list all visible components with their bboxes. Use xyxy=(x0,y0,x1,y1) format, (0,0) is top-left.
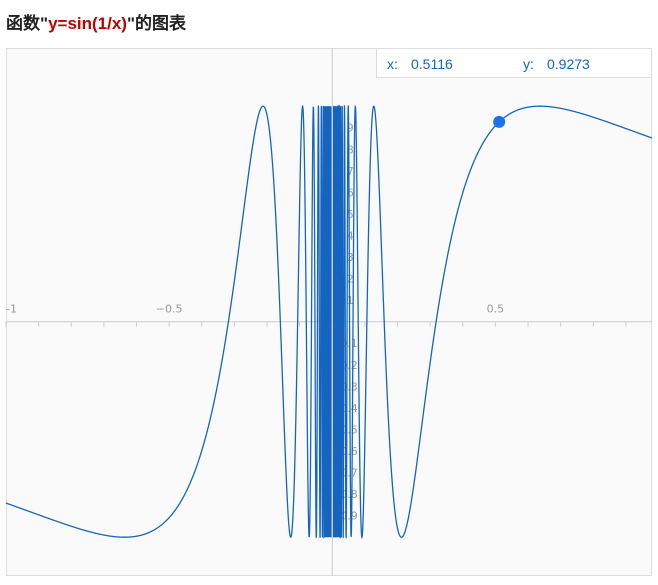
title-suffix: "的图表 xyxy=(126,14,187,33)
y-label: y: xyxy=(523,56,534,72)
x-tick-label: -1 xyxy=(6,303,17,316)
x-label: x: xyxy=(387,56,398,72)
x-tick-label: 0.5 xyxy=(487,303,505,316)
title-prefix: 函数" xyxy=(6,14,49,33)
x-tick-label: −0.5 xyxy=(156,303,183,316)
y-value: 0.9273 xyxy=(547,56,590,72)
highlight-point xyxy=(493,115,506,128)
x-value: 0.5116 xyxy=(411,56,453,72)
function-curve xyxy=(5,104,653,540)
chart-title: 函数"y=sin(1/x)"的图表 xyxy=(6,9,186,34)
title-function: y=sin(1/x) xyxy=(48,14,127,33)
coordinate-readout: x: 0.5116 y: 0.9273 xyxy=(376,48,652,78)
